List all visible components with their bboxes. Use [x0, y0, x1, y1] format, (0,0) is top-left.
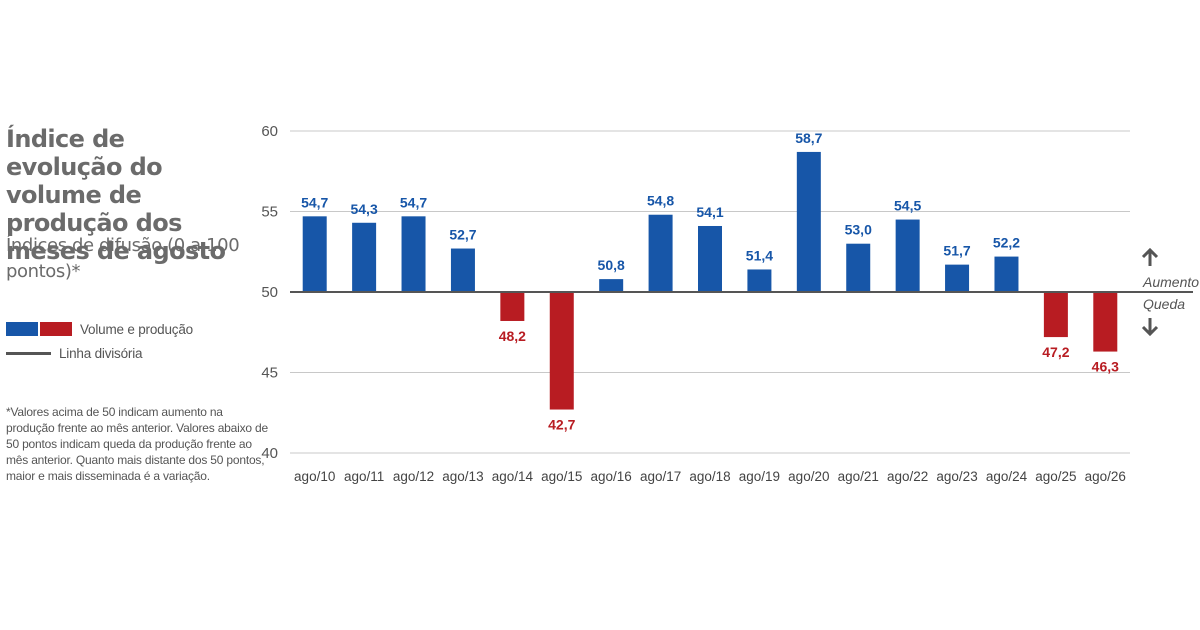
x-tick-label: ago/24	[986, 469, 1028, 484]
y-tick-label: 55	[261, 204, 278, 221]
legend-label-bars: Volume e produção	[80, 321, 193, 337]
legend-item-bars: Volume e produção	[6, 320, 193, 338]
x-tick-label: ago/22	[887, 469, 928, 484]
y-axis-ticks: 40 45 50 55 60	[261, 123, 278, 462]
data-label: 52,2	[993, 235, 1020, 251]
data-labels: 54,7 54,3 54,7 52,7 48,2 42,7 50,8 54,8 54,1 51,4…	[301, 130, 1119, 433]
data-label: 46,3	[1092, 359, 1119, 375]
x-tick-label: ago/26	[1085, 469, 1126, 484]
data-label: 50,8	[598, 257, 625, 273]
bar	[747, 269, 772, 292]
x-tick-label: ago/17	[640, 469, 681, 484]
data-label: 53,0	[845, 222, 872, 238]
data-label: 54,8	[647, 193, 674, 209]
bar	[846, 243, 871, 292]
bar	[994, 256, 1019, 292]
y-tick-label: 50	[261, 284, 278, 301]
x-tick-label: ago/18	[689, 469, 730, 484]
legend-label-line: Linha divisória	[59, 345, 143, 361]
x-tick-label: ago/19	[739, 469, 780, 484]
bar	[401, 216, 426, 292]
x-tick-label: ago/20	[788, 469, 829, 484]
bar	[352, 222, 377, 292]
data-label: 48,2	[499, 328, 526, 344]
chart-title: Índice de evolução do volume de produção…	[6, 125, 226, 265]
y-tick-label: 45	[261, 365, 278, 382]
y-tick-label: 40	[261, 445, 278, 462]
bar	[1093, 292, 1118, 352]
footnote: *Valores acima de 50 indicam aumento na …	[6, 405, 268, 483]
bar	[302, 216, 327, 292]
data-label: 54,1	[696, 204, 723, 220]
x-axis-ticks: ago/10 ago/11 ago/12 ago/13 ago/14 ago/15 ago/…	[294, 469, 1126, 484]
bar	[796, 151, 821, 292]
direction-indicator: Aumento Queda	[1141, 247, 1199, 337]
data-label: 54,5	[894, 198, 921, 214]
grid-lines	[290, 130, 1130, 454]
data-label: 52,7	[449, 227, 476, 243]
x-tick-label: ago/16	[591, 469, 632, 484]
data-label: 47,2	[1042, 344, 1069, 360]
x-tick-label: ago/11	[344, 469, 384, 484]
arrow-up-icon	[1141, 247, 1159, 266]
data-label: 58,7	[795, 130, 822, 146]
data-label: 54,3	[350, 201, 377, 217]
x-tick-label: ago/21	[838, 469, 879, 484]
data-label: 51,7	[943, 243, 970, 259]
arrow-down-icon	[1141, 318, 1159, 337]
bar	[698, 225, 722, 292]
bar	[450, 248, 475, 292]
x-tick-label: ago/25	[1035, 469, 1076, 484]
y-tick-label: 60	[261, 123, 278, 140]
x-tick-label: ago/23	[936, 469, 977, 484]
bar	[648, 214, 673, 292]
bar	[945, 264, 970, 292]
bar	[1043, 292, 1068, 338]
bar	[500, 292, 525, 321]
legend-swatch-line	[6, 351, 51, 355]
legend-swatch-decrease	[40, 322, 72, 336]
x-tick-label: ago/13	[442, 469, 483, 484]
legend-item-line: Linha divisória	[6, 344, 143, 362]
x-tick-label: ago/12	[393, 469, 434, 484]
data-label: 42,7	[548, 417, 575, 433]
direction-up-label: Aumento	[1142, 274, 1199, 290]
bar	[895, 219, 920, 292]
legend-swatch-increase	[6, 322, 38, 336]
data-label: 54,7	[400, 194, 427, 210]
data-label: 51,4	[746, 247, 773, 263]
chart-subtitle: Índices de difusão (0 a 100 pontos)*	[6, 235, 240, 282]
x-tick-label: ago/14	[492, 469, 534, 484]
x-tick-label: ago/10	[294, 469, 335, 484]
x-tick-label: ago/15	[541, 469, 582, 484]
direction-down-label: Queda	[1143, 296, 1185, 312]
bar	[549, 292, 574, 410]
bars	[302, 151, 1118, 410]
data-label: 54,7	[301, 194, 328, 210]
bar	[599, 279, 624, 292]
